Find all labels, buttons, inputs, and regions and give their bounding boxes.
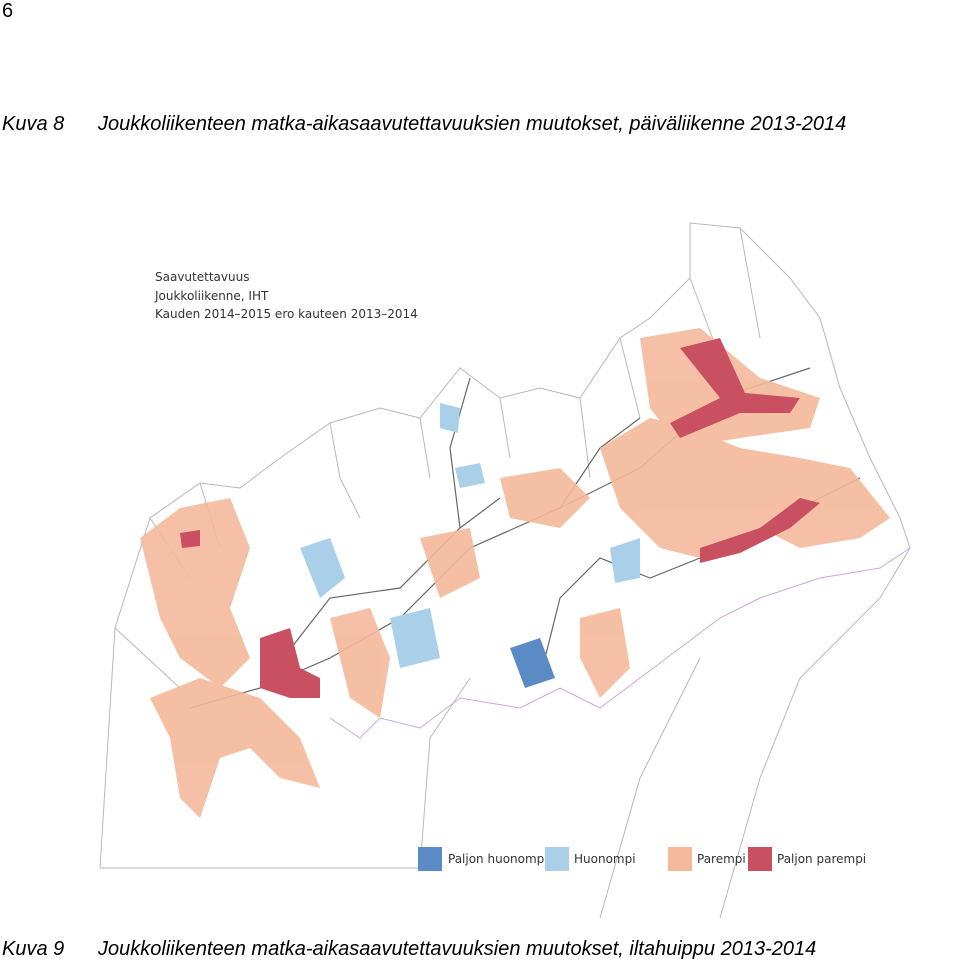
legend-swatch bbox=[545, 847, 569, 871]
area-paljon-huonompi bbox=[510, 638, 555, 688]
caption-text: Joukkoliikenteen matka-aikasaavutettavuu… bbox=[98, 113, 847, 135]
legend-title-line: Joukkoliikenne, IHT bbox=[154, 289, 269, 303]
area-paljon-parempi bbox=[180, 338, 820, 698]
legend-label: Parempi bbox=[697, 852, 746, 866]
legend-label: Paljon parempi bbox=[777, 852, 866, 866]
shoreline bbox=[329, 547, 911, 739]
legend-swatch bbox=[668, 847, 692, 871]
caption-label: Kuva 8 bbox=[2, 113, 65, 135]
caption: Kuva 9 Joukkoliikenteen matka-aikasaavute… bbox=[2, 938, 816, 961]
map: Saavutettavuus Joukkoliikenne, IHT Kaude… bbox=[99, 222, 911, 918]
legend-swatch bbox=[418, 847, 442, 871]
legend-title-line: Saavutettavuus bbox=[155, 270, 249, 284]
legend-title-line: Kauden 2014–2015 ero kauteen 2013–2014 bbox=[155, 307, 418, 321]
legend-title: Saavutettavuus Joukkoliikenne, IHT Kaude… bbox=[154, 270, 418, 321]
legend-label: Paljon huonompi bbox=[448, 852, 548, 866]
legend: Paljon huonompi Huonompi Parempi Paljon … bbox=[418, 847, 866, 871]
caption-label: Kuva 9 bbox=[2, 938, 65, 960]
caption: Kuva 8 Joukkoliikenteen matka-aikasaavute… bbox=[2, 113, 846, 136]
caption-text: Joukkoliikenteen matka-aikasaavutettavuu… bbox=[98, 938, 817, 960]
legend-label: Huonompi bbox=[574, 852, 636, 866]
page-number: 6 bbox=[2, 0, 14, 22]
area-huonompi bbox=[300, 403, 640, 668]
legend-swatch bbox=[748, 847, 772, 871]
